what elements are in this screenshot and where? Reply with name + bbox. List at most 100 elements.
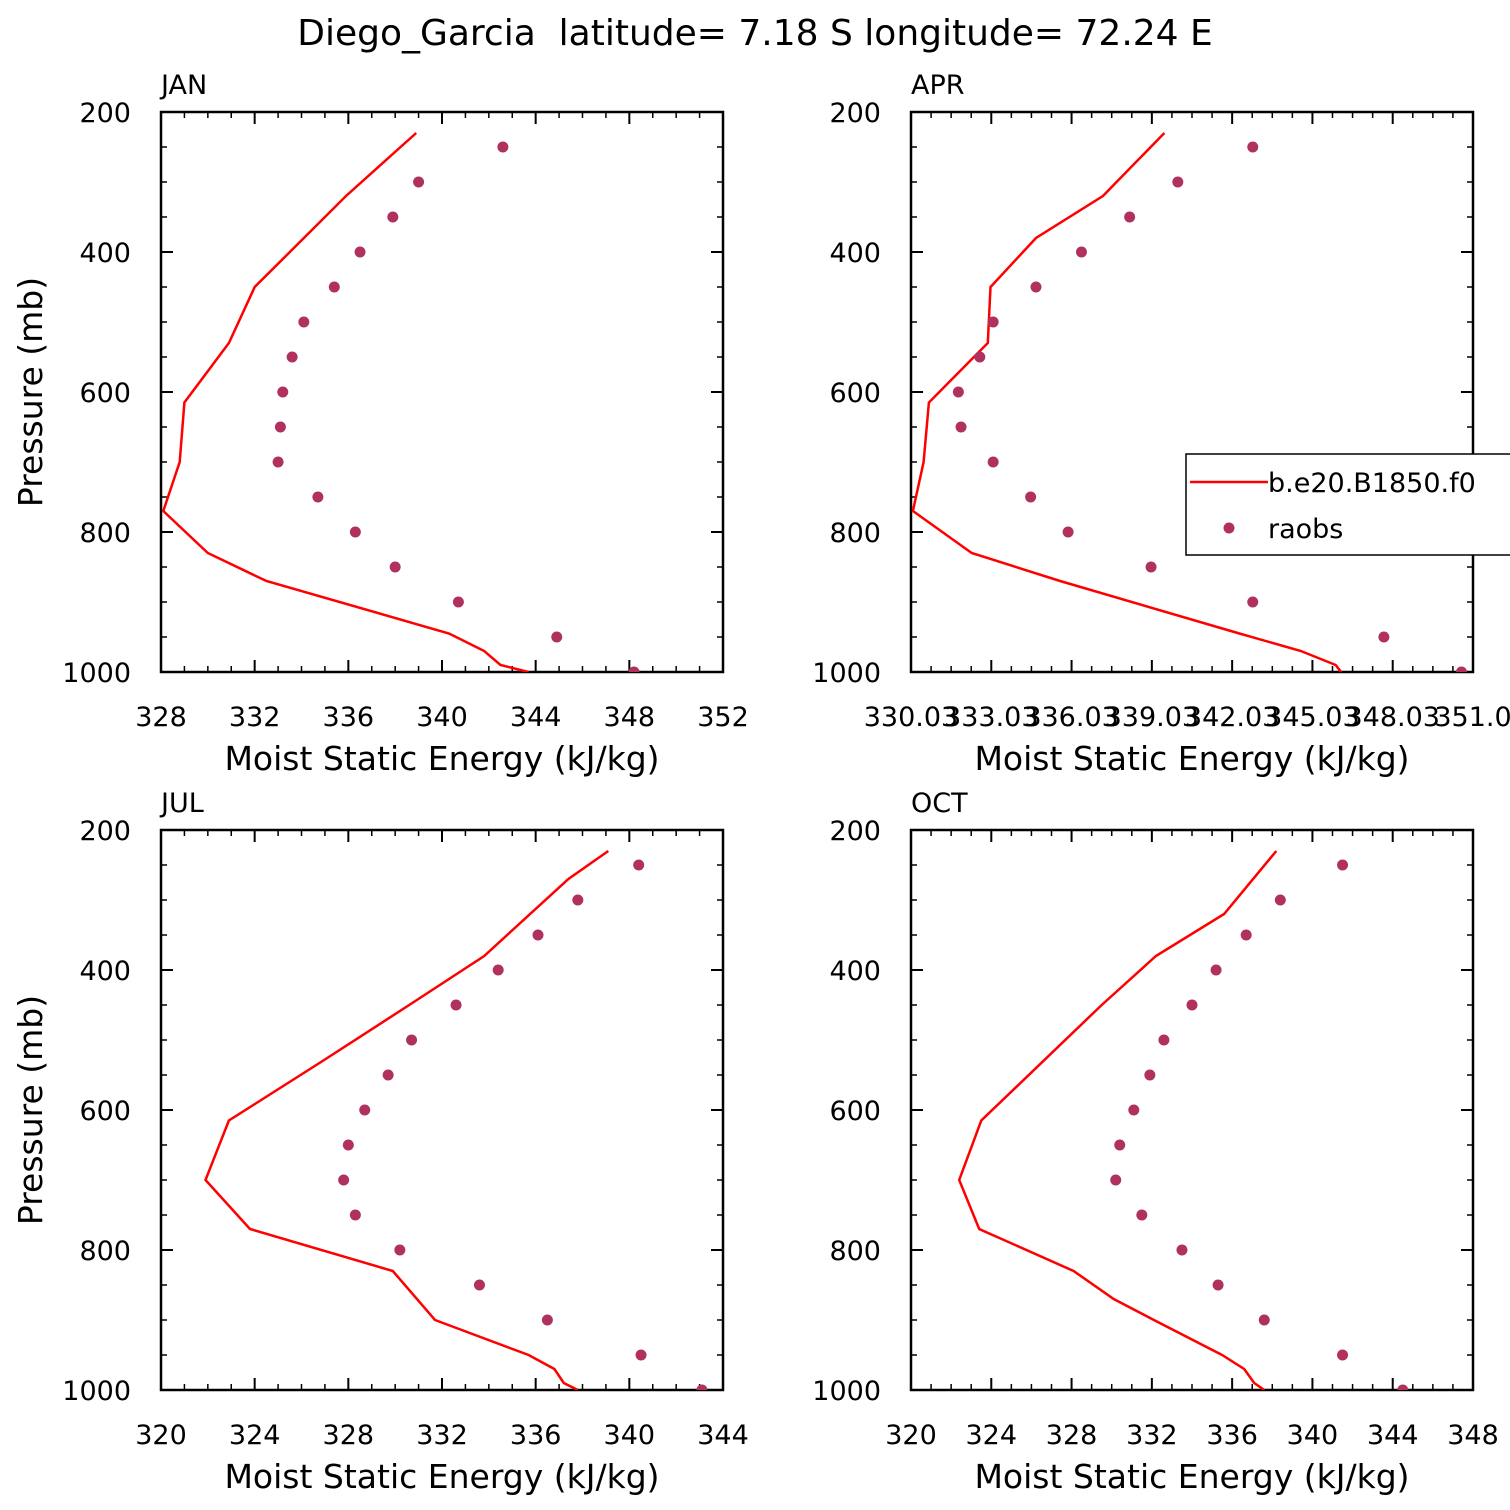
panels: 328 332 336 340 344 348 352 200 400 600 800 1000 JAN… — [11, 70, 1510, 1496]
raobs-point — [312, 491, 324, 503]
raobs-point — [1186, 999, 1198, 1011]
y-tick-label: 1000 — [62, 1376, 131, 1407]
raobs-point — [987, 316, 999, 328]
panel-jan: 328 332 336 340 344 348 352 200 400 600 800 1000 JAN… — [11, 70, 749, 778]
y-tick-label: 600 — [829, 378, 881, 409]
raobs-point — [1247, 141, 1259, 153]
raobs-point — [952, 386, 964, 398]
raobs-point — [1172, 176, 1184, 188]
y-tick-label: 600 — [79, 1096, 131, 1127]
raobs-point — [1124, 211, 1136, 223]
raobs-point — [1176, 1244, 1188, 1256]
raobs-point — [633, 859, 645, 871]
y-axis-label: Pressure (mb) — [11, 277, 50, 507]
plot-frame — [909, 828, 1475, 1392]
raobs-point — [1212, 1279, 1224, 1291]
x-tick-label: 339.03 — [1105, 702, 1199, 733]
model-line — [911, 132, 1343, 672]
raobs-point — [1158, 1034, 1170, 1046]
x-tick-label: 344 — [697, 1420, 749, 1451]
raobs-point — [497, 141, 509, 153]
raobs-point — [1136, 1209, 1148, 1221]
x-tick-label: 348 — [604, 702, 656, 733]
raobs-point — [572, 894, 584, 906]
x-tick-label: 344 — [1367, 1420, 1419, 1451]
raobs-point — [541, 1314, 553, 1326]
raobs-point — [1075, 246, 1087, 258]
plot-frame — [909, 110, 1475, 674]
x-tick-label: 332 — [416, 1420, 468, 1451]
y-tick-label: 800 — [829, 518, 881, 549]
y-tick-label: 600 — [79, 378, 131, 409]
raobs-point — [1128, 1104, 1140, 1116]
y-tick-label: 400 — [829, 956, 881, 987]
x-tick-label: 328 — [1046, 1420, 1098, 1451]
raobs-point — [532, 929, 544, 941]
x-axis-label: Moist Static Energy (kJ/kg) — [224, 1457, 659, 1496]
raobs-point — [387, 211, 399, 223]
raobs-point — [1030, 281, 1042, 293]
x-tick-label: 336.03 — [1024, 702, 1118, 733]
legend-box — [1185, 453, 1510, 556]
raobs-point — [492, 964, 504, 976]
x-tick-label: 340 — [604, 1420, 656, 1451]
panel-label: OCT — [911, 788, 968, 819]
y-tick-label: 400 — [829, 238, 881, 269]
x-tick-label: 320 — [885, 1420, 937, 1451]
raobs-point — [274, 421, 286, 433]
x-tick-label: 340 — [416, 702, 468, 733]
x-tick-label: 342.03 — [1185, 702, 1279, 733]
panel-jul: 320 324 328 332 336 340 344 200 400 600 800 1000 JUL… — [11, 788, 749, 1496]
legend-obs-label: raobs — [1268, 514, 1343, 545]
raobs-point — [1114, 1139, 1126, 1151]
raobs-point — [452, 596, 464, 608]
raobs-point — [987, 456, 999, 468]
panel-label: JAN — [159, 70, 207, 101]
raobs-point — [628, 666, 640, 672]
raobs-point — [1110, 1174, 1122, 1186]
raobs-point — [696, 1384, 708, 1390]
raobs-point — [1337, 1349, 1349, 1361]
plot-area — [161, 132, 640, 672]
raobs-point — [635, 1349, 647, 1361]
x-axis-label: Moist Static Energy (kJ/kg) — [224, 739, 659, 778]
x-tick-label: 348.03 — [1345, 702, 1439, 733]
panel-apr: 330.03333.03336.03339.03342.03345.03348.… — [812, 70, 1510, 778]
raobs-point — [1455, 666, 1467, 672]
x-tick-label: 328 — [323, 1420, 375, 1451]
y-tick-label: 800 — [79, 518, 131, 549]
y-tick-label: 200 — [829, 816, 881, 847]
raobs-point — [349, 526, 361, 538]
raobs-point — [1145, 561, 1157, 573]
x-tick-label: 351.0 — [1434, 702, 1510, 733]
model-line — [204, 849, 610, 1390]
model-line — [161, 132, 529, 672]
raobs-point — [1247, 596, 1259, 608]
raobs-point — [389, 561, 401, 573]
x-tick-label: 328 — [135, 702, 187, 733]
panel-label: JUL — [159, 788, 204, 819]
chart-title: Diego_Garcia latitude= 7.18 S longitude=… — [297, 13, 1213, 54]
raobs-point — [349, 1209, 361, 1221]
y-tick-label: 400 — [79, 956, 131, 987]
raobs-point — [551, 631, 563, 643]
x-tick-label: 324 — [229, 1420, 281, 1451]
raobs-point — [272, 456, 284, 468]
legend: b.e20.B1850.f0 raobs — [1185, 453, 1510, 556]
x-tick-label: 352 — [697, 702, 749, 733]
raobs-point — [406, 1034, 418, 1046]
raobs-point — [394, 1244, 406, 1256]
x-tick-label: 332 — [1126, 1420, 1178, 1451]
raobs-point — [1274, 894, 1286, 906]
raobs-point — [354, 246, 366, 258]
plot-area — [911, 132, 1467, 672]
raobs-point — [974, 351, 986, 363]
raobs-point — [413, 176, 425, 188]
y-tick-label: 400 — [79, 238, 131, 269]
raobs-point — [359, 1104, 371, 1116]
y-tick-label: 600 — [829, 1096, 881, 1127]
raobs-point — [450, 999, 462, 1011]
raobs-point — [1210, 964, 1222, 976]
raobs-point — [1378, 631, 1390, 643]
